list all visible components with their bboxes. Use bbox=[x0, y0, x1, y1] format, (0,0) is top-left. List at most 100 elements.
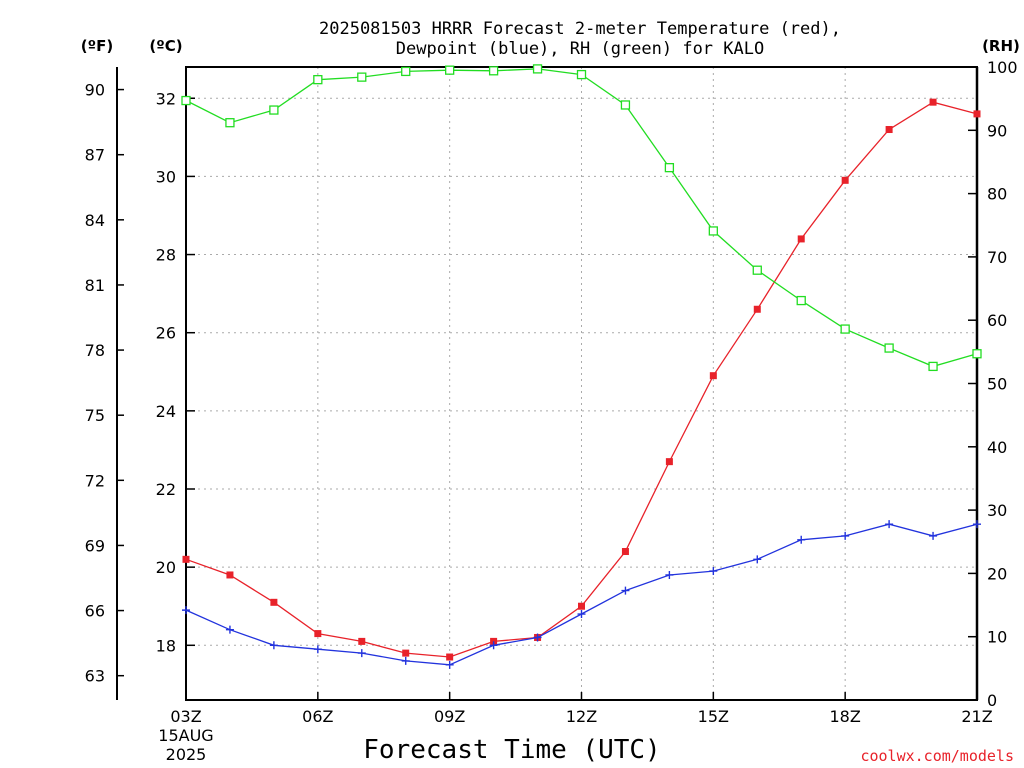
temperature-point bbox=[578, 602, 585, 610]
fahrenheit-tick-label: 87 bbox=[85, 146, 105, 165]
dewpoint-point bbox=[621, 586, 630, 595]
celsius-tick-label: 28 bbox=[156, 246, 176, 265]
temperature-point bbox=[885, 126, 893, 134]
rh-point bbox=[620, 100, 631, 110]
rh-tick-label: 70 bbox=[987, 248, 1007, 267]
temperature-point bbox=[270, 598, 278, 606]
rh-point bbox=[357, 72, 367, 82]
dewpoint-series bbox=[182, 520, 981, 669]
rh-tick-label: 20 bbox=[987, 564, 1007, 583]
x-tick-label: 03Z bbox=[170, 707, 201, 726]
temperature-series bbox=[182, 98, 981, 661]
temperature-point bbox=[973, 110, 981, 118]
rh-point bbox=[225, 118, 235, 128]
dewpoint-point bbox=[797, 535, 806, 544]
fahrenheit-tick-label: 75 bbox=[85, 406, 105, 425]
temperature-point bbox=[621, 548, 629, 556]
rh-point bbox=[181, 95, 191, 106]
fahrenheit-tick-label: 63 bbox=[85, 667, 105, 686]
temperature-point bbox=[709, 372, 717, 380]
fahrenheit-tick-label: 69 bbox=[85, 536, 105, 555]
rh-tick-label: 90 bbox=[987, 121, 1007, 140]
rh-point bbox=[928, 361, 938, 372]
rh-tick-label: 60 bbox=[987, 311, 1007, 330]
fahrenheit-tick-label: 78 bbox=[85, 341, 105, 360]
x-tick-label: 12Z bbox=[566, 707, 597, 726]
rh-point bbox=[752, 265, 762, 275]
rh-point bbox=[972, 349, 982, 359]
temperature-point bbox=[841, 176, 849, 184]
dewpoint-point bbox=[533, 633, 542, 642]
rh-point bbox=[401, 66, 411, 77]
dewpoint-point bbox=[225, 625, 234, 634]
temperature-point bbox=[753, 305, 761, 313]
dewpoint-point bbox=[753, 555, 762, 564]
temperature-point bbox=[402, 649, 410, 657]
celsius-tick-label: 32 bbox=[156, 89, 176, 108]
rh-unit-label: (RH) bbox=[982, 37, 1020, 55]
dewpoint-point bbox=[182, 606, 190, 615]
temperature-point bbox=[446, 653, 454, 661]
dewpoint-point bbox=[841, 531, 850, 540]
x-tick-label: 09Z bbox=[434, 707, 465, 726]
x-tick-label: 06Z bbox=[302, 707, 333, 726]
temperature-point bbox=[182, 555, 190, 563]
dewpoint-point bbox=[973, 520, 981, 529]
x-tick-label: 21Z bbox=[961, 707, 992, 726]
temperature-point bbox=[665, 458, 673, 466]
rh-point bbox=[796, 295, 806, 306]
rh-tick-label: 100 bbox=[987, 58, 1018, 77]
rh-tick-label: 50 bbox=[987, 375, 1007, 394]
rh-point bbox=[576, 69, 587, 80]
fahrenheit-tick-label: 66 bbox=[85, 602, 105, 621]
celsius-tick-label: 18 bbox=[156, 636, 176, 655]
chart-title-line2: Dewpoint (blue), RH (green) for KALO bbox=[396, 39, 764, 59]
temperature-point bbox=[797, 235, 805, 243]
x-tick-label: 18Z bbox=[830, 707, 861, 726]
rh-point bbox=[488, 66, 499, 76]
series bbox=[181, 64, 982, 669]
temperature-point bbox=[226, 571, 234, 579]
fahrenheit-tick-label: 84 bbox=[85, 211, 105, 230]
temperature-point bbox=[358, 637, 366, 645]
rh-tick-label: 40 bbox=[987, 438, 1007, 457]
rh-point bbox=[269, 105, 279, 115]
rh-point bbox=[313, 75, 323, 85]
axes: 63 66 69 72 75 78 81 84 87 90 18 20 22 24 26 28 30 32 0 10 2… bbox=[85, 58, 1018, 726]
fahrenheit-tick-label: 81 bbox=[85, 276, 105, 295]
temperature-point bbox=[314, 630, 322, 638]
rh-point bbox=[532, 64, 543, 74]
dewpoint-point bbox=[489, 641, 498, 650]
rh-tick-label: 0 bbox=[987, 691, 997, 710]
celsius-tick-label: 22 bbox=[156, 480, 176, 499]
rh-point bbox=[884, 343, 894, 353]
date-label-line1: 15AUG bbox=[158, 726, 213, 745]
rh-point bbox=[840, 324, 850, 334]
celsius-tick-label: 24 bbox=[156, 402, 176, 421]
dewpoint-point bbox=[401, 656, 410, 665]
dewpoint-point bbox=[357, 649, 366, 658]
rh-point bbox=[445, 65, 455, 75]
rh-series bbox=[181, 64, 982, 372]
dewpoint-point bbox=[929, 531, 938, 540]
fahrenheit-tick-label: 72 bbox=[85, 471, 105, 490]
chart-title-line1: 2025081503 HRRR Forecast 2-meter Tempera… bbox=[319, 19, 841, 39]
rh-point bbox=[664, 162, 675, 173]
celsius-tick-label: 26 bbox=[156, 324, 176, 343]
dewpoint-point bbox=[665, 570, 674, 579]
temperature-point bbox=[929, 98, 937, 106]
rh-point bbox=[708, 226, 718, 236]
dewpoint-point bbox=[709, 567, 718, 576]
dewpoint-point bbox=[313, 645, 322, 654]
credit-label: coolwx.com/models bbox=[860, 747, 1014, 765]
dewpoint-point bbox=[885, 520, 894, 529]
fahrenheit-unit-label: (ºF) bbox=[81, 37, 113, 55]
fahrenheit-tick-label: 90 bbox=[85, 81, 105, 100]
rh-tick-label: 30 bbox=[987, 501, 1007, 520]
dewpoint-point bbox=[577, 610, 586, 619]
celsius-unit-label: (ºC) bbox=[149, 37, 182, 55]
date-label-line2: 2025 bbox=[166, 745, 207, 764]
rh-tick-label: 10 bbox=[987, 628, 1007, 647]
dewpoint-point bbox=[445, 660, 454, 669]
